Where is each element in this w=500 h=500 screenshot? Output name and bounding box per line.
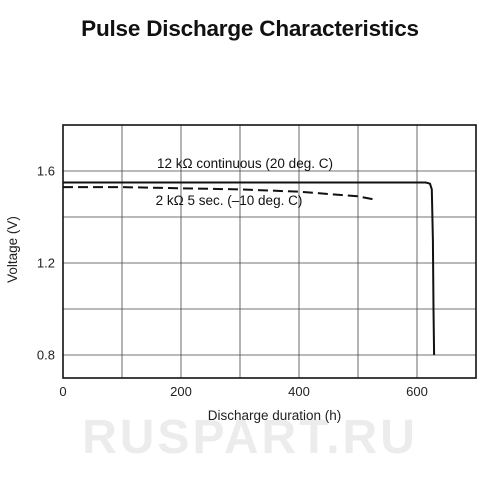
y-tick-label: 0.8	[37, 348, 55, 363]
series-line-2	[63, 186, 376, 201]
series-label-1: 12 kΩ continuous (20 deg. C)	[157, 156, 333, 171]
x-axis-label: Discharge duration (h)	[208, 408, 342, 423]
series-label-2: 2 kΩ 5 sec. (–10 deg. C)	[156, 193, 303, 208]
x-tick-label: 200	[170, 384, 192, 399]
x-tick-label: 0	[59, 384, 66, 399]
y-tick-label: 1.2	[37, 256, 55, 271]
x-tick-label: 600	[406, 384, 428, 399]
watermark: RUSPART.RU	[82, 411, 418, 464]
series-line-1	[63, 181, 436, 356]
chart-title: Pulse Discharge Characteristics	[81, 16, 419, 41]
plot-frame	[62, 124, 477, 379]
grid	[63, 125, 476, 378]
y-axis-label: Voltage (V)	[5, 216, 20, 283]
x-tick-label: 400	[288, 384, 310, 399]
y-tick-label: 1.6	[37, 164, 55, 179]
